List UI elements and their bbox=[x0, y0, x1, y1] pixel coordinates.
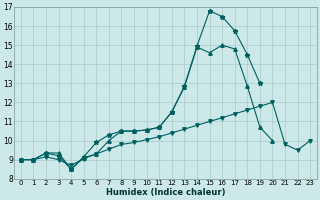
X-axis label: Humidex (Indice chaleur): Humidex (Indice chaleur) bbox=[106, 188, 225, 197]
